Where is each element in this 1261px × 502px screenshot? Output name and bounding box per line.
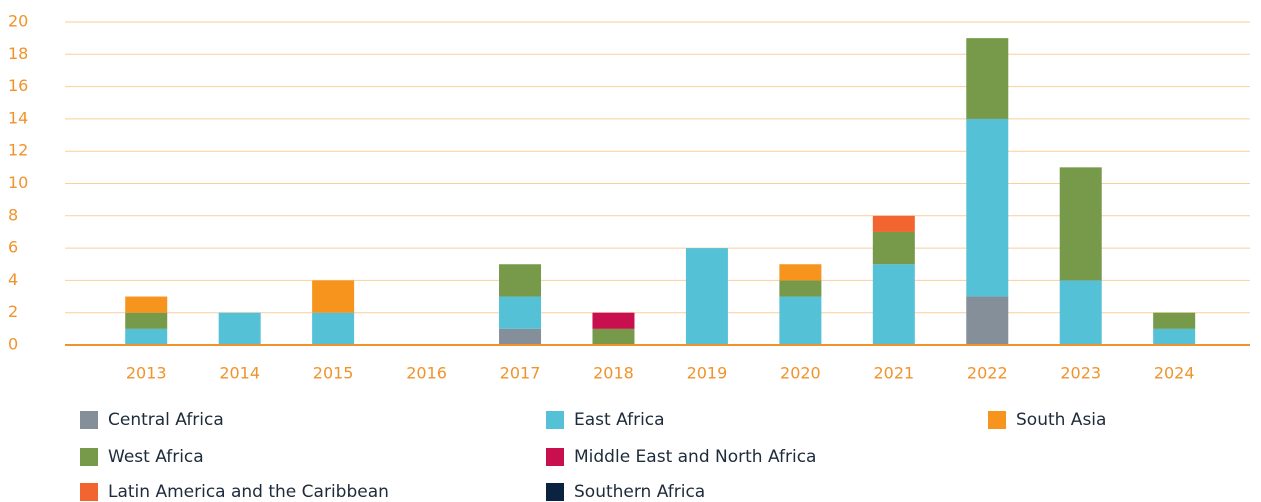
bar-segment bbox=[499, 264, 542, 297]
y-tick-label: 18 bbox=[8, 44, 28, 63]
legend-label: South Asia bbox=[1016, 410, 1106, 430]
x-tick-label: 2022 bbox=[967, 364, 1008, 383]
bar-segment bbox=[499, 296, 542, 329]
legend-label: Latin America and the Caribbean bbox=[108, 482, 389, 502]
x-tick-label: 2018 bbox=[593, 364, 634, 383]
x-tick-label: 2016 bbox=[406, 364, 447, 383]
y-tick-label: 12 bbox=[8, 141, 28, 160]
bar-segment bbox=[499, 328, 542, 345]
legend-swatch bbox=[546, 411, 564, 429]
legend-swatch bbox=[80, 411, 98, 429]
legend-label: West Africa bbox=[108, 447, 204, 467]
y-tick-label: 6 bbox=[8, 238, 18, 257]
y-tick-label: 20 bbox=[8, 12, 28, 31]
y-tick-label: 16 bbox=[8, 76, 28, 95]
bar-segment bbox=[1153, 328, 1196, 345]
bar-segment bbox=[592, 328, 635, 345]
legend-swatch bbox=[80, 448, 98, 466]
x-tick-label: 2013 bbox=[126, 364, 167, 383]
bar-segment bbox=[592, 312, 635, 329]
bar-segment bbox=[685, 248, 728, 345]
bar-segment bbox=[779, 296, 822, 345]
bar-segment bbox=[1059, 280, 1102, 345]
x-tick-label: 2020 bbox=[780, 364, 821, 383]
bar-segment bbox=[312, 280, 355, 313]
x-tick-label: 2023 bbox=[1060, 364, 1101, 383]
legend-swatch bbox=[546, 483, 564, 501]
bar-segment bbox=[779, 280, 822, 297]
y-tick-label: 8 bbox=[8, 205, 18, 224]
legend-swatch bbox=[80, 483, 98, 501]
x-tick-label: 2014 bbox=[219, 364, 260, 383]
bar-segment bbox=[1059, 167, 1102, 281]
legend-swatch bbox=[988, 411, 1006, 429]
legend-label: Central Africa bbox=[108, 410, 224, 430]
bar-segment bbox=[125, 296, 168, 313]
bar-segment bbox=[872, 215, 915, 232]
bar-segment bbox=[1153, 312, 1196, 329]
x-tick-label: 2017 bbox=[500, 364, 541, 383]
bar-segment bbox=[312, 312, 355, 345]
x-tick-label: 2024 bbox=[1154, 364, 1195, 383]
bar-segment bbox=[966, 38, 1009, 119]
bar-segment bbox=[872, 264, 915, 345]
bar-segment bbox=[218, 312, 261, 345]
legend-label: Southern Africa bbox=[574, 482, 705, 502]
bar-segment bbox=[125, 312, 168, 329]
x-tick-label: 2019 bbox=[687, 364, 728, 383]
y-tick-label: 4 bbox=[8, 270, 18, 289]
bar-segment bbox=[872, 231, 915, 265]
y-tick-label: 10 bbox=[8, 173, 28, 192]
y-tick-label: 2 bbox=[8, 302, 18, 321]
bar-segment bbox=[779, 264, 822, 281]
legend-label: East Africa bbox=[574, 410, 665, 430]
bar-segment bbox=[966, 118, 1009, 297]
y-tick-label: 14 bbox=[8, 108, 28, 127]
y-tick-label: 0 bbox=[8, 335, 18, 354]
legend-label: Middle East and North Africa bbox=[574, 447, 816, 467]
x-tick-label: 2015 bbox=[313, 364, 354, 383]
bar-segment bbox=[125, 328, 168, 345]
bar-segment bbox=[966, 296, 1009, 345]
x-tick-label: 2021 bbox=[873, 364, 914, 383]
legend-swatch bbox=[546, 448, 564, 466]
